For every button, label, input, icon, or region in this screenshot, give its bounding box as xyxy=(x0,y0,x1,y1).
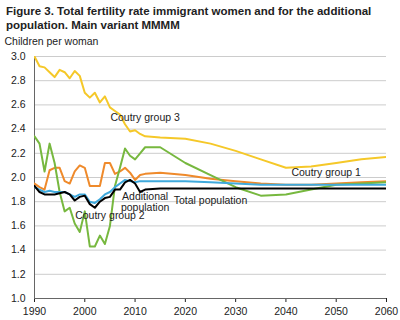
svg-text:2040: 2040 xyxy=(274,305,298,317)
svg-text:Coutry group 3: Coutry group 3 xyxy=(110,111,180,123)
svg-text:2.0: 2.0 xyxy=(11,171,26,183)
html-text:Figure 3. Total fertility rate: Figure 3. Total fertility rate immigrant… xyxy=(6,5,372,31)
svg-text:2020: 2020 xyxy=(174,305,198,317)
svg-text:1.2: 1.2 xyxy=(11,268,26,280)
svg-text:2000: 2000 xyxy=(73,305,97,317)
svg-text:1990: 1990 xyxy=(23,305,47,317)
svg-text:2.4: 2.4 xyxy=(11,122,26,134)
svg-text:Total population: Total population xyxy=(174,194,248,206)
svg-text:2030: 2030 xyxy=(224,305,248,317)
svg-text:Coutry group 1: Coutry group 1 xyxy=(291,166,361,178)
svg-text:1.0: 1.0 xyxy=(11,292,26,304)
svg-text:2010: 2010 xyxy=(123,305,147,317)
svg-text:Additionalpopulation: Additionalpopulation xyxy=(121,190,170,214)
svg-text:Coutry group 2: Coutry group 2 xyxy=(75,208,145,221)
svg-text:Children per woman: Children per woman xyxy=(5,35,99,47)
svg-text:2.2: 2.2 xyxy=(11,147,26,159)
svg-text:2050: 2050 xyxy=(325,305,349,317)
svg-text:2060: 2060 xyxy=(375,305,399,317)
svg-text:1.6: 1.6 xyxy=(11,219,26,231)
svg-text:2.8: 2.8 xyxy=(11,74,26,86)
svg-text:1.8: 1.8 xyxy=(11,195,26,207)
svg-text:1.4: 1.4 xyxy=(11,243,26,255)
svg-text:2.6: 2.6 xyxy=(11,98,26,110)
svg-text:3.0: 3.0 xyxy=(11,50,26,62)
